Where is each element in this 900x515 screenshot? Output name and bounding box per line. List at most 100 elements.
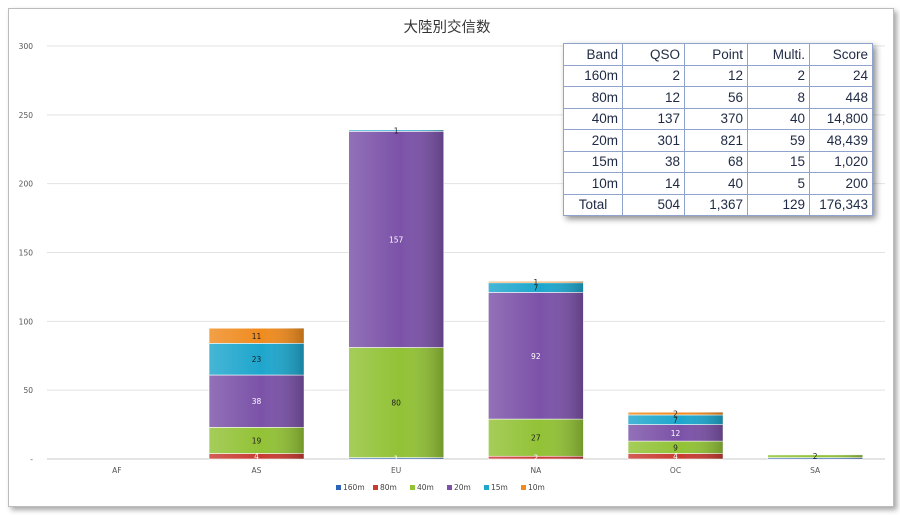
y-tick-label: 300 xyxy=(19,42,34,51)
bar-shade xyxy=(209,375,304,428)
header-qso: QSO xyxy=(622,43,685,66)
cell-qso: 301 xyxy=(622,129,685,152)
bar-shade xyxy=(628,412,723,415)
data-label: 1 xyxy=(394,454,399,463)
cell-score: 1,020 xyxy=(809,150,873,173)
cell-total-qso: 504 xyxy=(622,193,685,216)
bar-shade xyxy=(209,328,304,344)
chart-title: 大陸別交信数 xyxy=(404,18,491,36)
y-tick-label: 100 xyxy=(19,317,34,326)
cell-band: 15m xyxy=(563,150,623,173)
cell-total-multi: 129 xyxy=(747,193,810,216)
cell-total-point: 1,367 xyxy=(684,193,748,216)
x-tick-label: NA xyxy=(530,466,542,475)
data-label: 19 xyxy=(252,436,262,445)
data-label: 2 xyxy=(533,454,538,463)
table-header-row: Band QSO Point Multi. Score xyxy=(563,43,873,66)
bar-shade xyxy=(767,457,863,459)
bar-segment-10m-AS xyxy=(208,327,305,344)
legend-label: 80m xyxy=(380,483,397,492)
header-multi: Multi. xyxy=(747,43,810,66)
cell-qso: 137 xyxy=(622,107,685,130)
table-row: 20m 301 821 59 48,439 xyxy=(563,129,873,152)
legend-item-40m: 40m xyxy=(410,483,434,492)
table-row: 80m 12 56 8 448 xyxy=(563,86,873,109)
cell-multi: 40 xyxy=(747,107,810,130)
bar-shade xyxy=(348,457,444,459)
cell-point: 821 xyxy=(684,129,748,152)
y-tick-label: 50 xyxy=(23,386,33,395)
cell-band: 80m xyxy=(563,86,623,109)
bar-segment-15m-EU xyxy=(348,129,444,132)
cell-point: 56 xyxy=(684,86,748,109)
legend-swatch xyxy=(484,485,489,490)
bar-segment-40m-OC xyxy=(627,440,724,454)
x-tick-label: OC xyxy=(670,466,681,475)
cell-point: 12 xyxy=(684,64,748,87)
data-label: 4 xyxy=(673,452,678,461)
cell-score: 48,439 xyxy=(809,129,873,152)
y-tick-label: 150 xyxy=(19,249,34,258)
data-label: 157 xyxy=(389,235,404,244)
x-tick-label: SA xyxy=(810,466,821,475)
cell-multi: 8 xyxy=(747,86,810,109)
legend-label: 10m xyxy=(528,483,545,492)
data-label: 2 xyxy=(813,452,818,461)
bar-shade xyxy=(209,453,304,459)
bar-shade xyxy=(348,131,444,348)
bar-shade xyxy=(488,419,584,457)
cell-band: 160m xyxy=(563,64,623,87)
cell-band: 20m xyxy=(563,129,623,152)
bar-shade xyxy=(348,347,444,458)
bar-shade xyxy=(209,427,304,454)
cell-band: 40m xyxy=(563,107,623,130)
cell-score: 200 xyxy=(809,172,873,195)
cell-point: 40 xyxy=(684,172,748,195)
cell-total-label: Total xyxy=(563,193,623,216)
table-row: 15m 38 68 15 1,020 xyxy=(563,150,873,173)
bar-segment-40m-EU xyxy=(348,347,444,458)
cell-total-score: 176,343 xyxy=(809,193,873,216)
bar-segment-40m-NA xyxy=(488,418,584,457)
legend-label: 160m xyxy=(343,483,365,492)
data-label: 1 xyxy=(394,127,399,136)
x-tick-label: EU xyxy=(391,466,401,475)
legend-item-160m: 160m xyxy=(336,483,365,492)
legend-swatch xyxy=(373,485,378,490)
bar-segment-40m-AS xyxy=(208,427,305,454)
data-label: 80 xyxy=(391,399,401,408)
bar-segment-40m-SA xyxy=(767,454,863,458)
y-axis-ticks: - 50 100 150 200 250 300 xyxy=(19,42,34,464)
cell-multi: 59 xyxy=(747,129,810,152)
table-total-row: Total 504 1,367 129 176,343 xyxy=(563,193,873,216)
bar-shade xyxy=(488,281,584,283)
data-label: 9 xyxy=(673,443,678,452)
cell-multi: 2 xyxy=(747,64,810,87)
data-label: 7 xyxy=(533,284,538,293)
legend-item-20m: 20m xyxy=(447,483,471,492)
legend-item-80m: 80m xyxy=(373,483,397,492)
y-tick-label: 250 xyxy=(19,111,34,120)
legend-item-10m: 10m xyxy=(521,483,545,492)
legend-swatch xyxy=(336,485,341,490)
score-table: Band QSO Point Multi. Score 160m 2 12 2 … xyxy=(563,43,873,216)
bar-segment-10m-OC xyxy=(627,411,724,416)
header-point: Point xyxy=(684,43,748,66)
bar-shade xyxy=(488,282,584,293)
legend: 160m 80m 40m 20m 15m 10m xyxy=(336,483,545,492)
bar-shade xyxy=(628,414,723,425)
legend-label: 15m xyxy=(491,483,508,492)
bar-segment-20m-EU xyxy=(348,131,444,348)
data-label: 2 xyxy=(673,410,678,419)
bar-shade xyxy=(209,343,304,376)
cell-qso: 12 xyxy=(622,86,685,109)
cell-qso: 2 xyxy=(622,64,685,87)
cell-score: 24 xyxy=(809,64,873,87)
bar-segment-15m-AS xyxy=(208,343,305,376)
legend-swatch xyxy=(410,485,415,490)
data-label: 1 xyxy=(533,278,538,287)
cell-qso: 38 xyxy=(622,150,685,173)
data-label: 4 xyxy=(254,452,259,461)
